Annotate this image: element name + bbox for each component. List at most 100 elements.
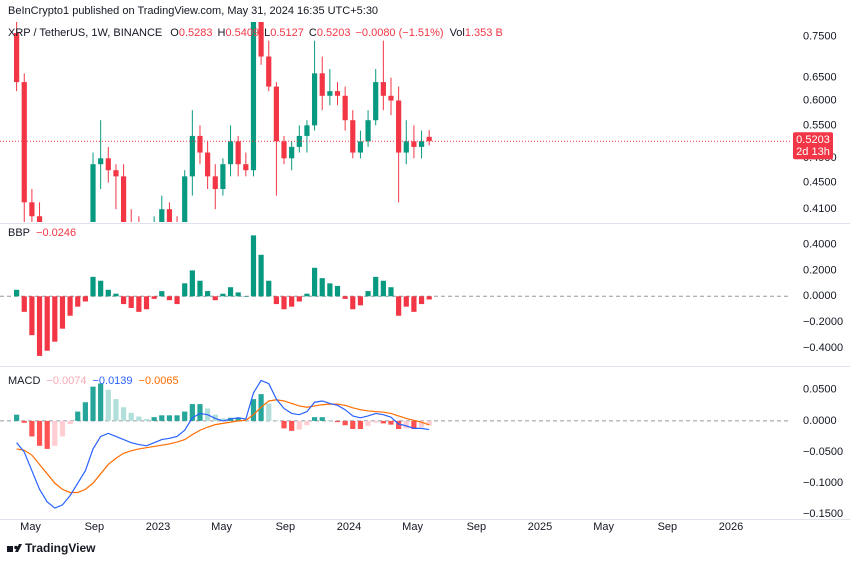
price-pane: [0, 22, 790, 222]
x-tick-label: Sep: [658, 521, 678, 533]
candle-body: [250, 22, 257, 171]
bbp-bar: [105, 289, 111, 297]
macd-histogram-bar: [52, 420, 58, 446]
bbp-bar: [334, 285, 341, 297]
candle-body: [258, 22, 264, 57]
candle-body: [212, 176, 218, 190]
macd-pane: [0, 379, 790, 509]
bbp-bar: [67, 296, 73, 316]
legend-key: BBP: [8, 227, 30, 239]
candle-body: [120, 176, 127, 222]
bbp-bar: [350, 296, 356, 310]
macd-histogram-bar: [36, 420, 43, 446]
candle-body: [403, 141, 409, 153]
candle-body: [411, 141, 417, 147]
candle-body: [327, 91, 333, 96]
bbp-legend: BBP −0.0246: [8, 227, 76, 239]
candle-body: [98, 158, 104, 165]
macd-histogram-bar: [304, 420, 310, 426]
legend-value: −0.0246: [36, 227, 76, 239]
macd-histogram-bar: [75, 411, 81, 421]
axes: May Sep 2023 May Sep 2024 May Sep 2025 May Sep 2026…: [20, 31, 843, 533]
macd-histogram-bar: [189, 404, 195, 421]
macd-histogram-bar: [365, 420, 371, 426]
y-tick-label: 0.0000: [803, 290, 837, 302]
signal-line: [16, 399, 430, 494]
bbp-bar: [197, 280, 203, 297]
logo-mark: [7, 546, 13, 552]
bbp-bar: [182, 283, 188, 297]
y-tick-label: −0.1500: [803, 508, 843, 520]
x-tick-label: May: [211, 521, 232, 533]
bbp-bar: [281, 296, 287, 310]
macd-histogram-bar: [174, 415, 180, 421]
bbp-bar: [166, 296, 173, 301]
legend-value: 0.5283: [179, 27, 213, 39]
macd-histogram-bar: [182, 411, 188, 421]
candle-body: [14, 33, 20, 83]
macd-histogram-bar: [235, 417, 241, 421]
candle-body: [90, 164, 96, 222]
x-tick-label: Sep: [85, 521, 105, 533]
macd-histogram-bar: [67, 420, 73, 425]
bbp-bar: [380, 280, 386, 297]
bbp-bar: [44, 296, 50, 351]
candle-body: [113, 170, 119, 177]
macd-histogram-bar: [418, 420, 425, 428]
x-tick-label: 2026: [719, 521, 743, 533]
x-tick-label: May: [402, 521, 423, 533]
candle-body: [159, 209, 165, 222]
y-tick-label: 0.6500: [803, 72, 837, 84]
macd-histogram-bar: [319, 417, 325, 421]
macd-histogram-bar: [273, 420, 279, 421]
candle-body: [426, 136, 432, 142]
y-tick-label: 0.6000: [803, 94, 837, 106]
bbp-bar: [418, 296, 425, 305]
x-tick-label: 2025: [528, 521, 552, 533]
y-tick-label: 0.0000: [803, 415, 837, 427]
macd-histogram-bar: [128, 412, 134, 421]
bbp-bar: [82, 296, 88, 302]
bbp-bar: [250, 235, 257, 297]
macd-histogram-bar: [296, 420, 302, 430]
y-tick-label: 0.0500: [803, 384, 837, 396]
legend-key: O: [170, 27, 179, 39]
candle-body: [273, 86, 279, 142]
macd-histogram-bar: [266, 403, 272, 421]
macd-histogram-bar: [14, 414, 20, 421]
bbp-bar: [327, 283, 333, 297]
candle-body: [365, 120, 371, 142]
macd-histogram-bar: [388, 420, 394, 425]
macd-histogram-bar: [411, 420, 417, 429]
macd-histogram-bar: [403, 420, 409, 429]
candle-body: [342, 95, 348, 121]
macd-histogram-bar: [21, 420, 27, 423]
x-tick-label: Sep: [276, 521, 296, 533]
candle-body: [350, 120, 356, 153]
bbp-bar: [296, 296, 302, 302]
bbp-bar: [136, 296, 142, 312]
x-tick-label: May: [20, 521, 41, 533]
legend-value: 0.5127: [270, 27, 304, 39]
bbp-bar: [266, 280, 272, 297]
candle-body: [380, 82, 386, 96]
macd-histogram-bar: [250, 399, 257, 421]
x-tick-label: 2023: [146, 521, 170, 533]
bbp-bar: [273, 296, 279, 305]
bbp-bar: [357, 296, 364, 306]
bbp-bar: [311, 267, 318, 297]
candle-body: [334, 91, 341, 96]
candle-body: [311, 73, 318, 126]
candle-body: [21, 82, 27, 203]
candle-body: [182, 176, 188, 222]
legend-change: −0.0080 (−1.51%): [355, 27, 443, 39]
macd-histogram-bar: [143, 419, 150, 421]
bar-countdown: 2d 13h: [796, 146, 830, 158]
legend-volume: 1.353 B: [465, 27, 503, 39]
bbp-bar: [159, 291, 165, 297]
candle-body: [396, 100, 402, 153]
bbp-bar: [319, 278, 325, 297]
macd-histogram-bar: [113, 399, 119, 421]
bbp-pane: [0, 235, 790, 356]
